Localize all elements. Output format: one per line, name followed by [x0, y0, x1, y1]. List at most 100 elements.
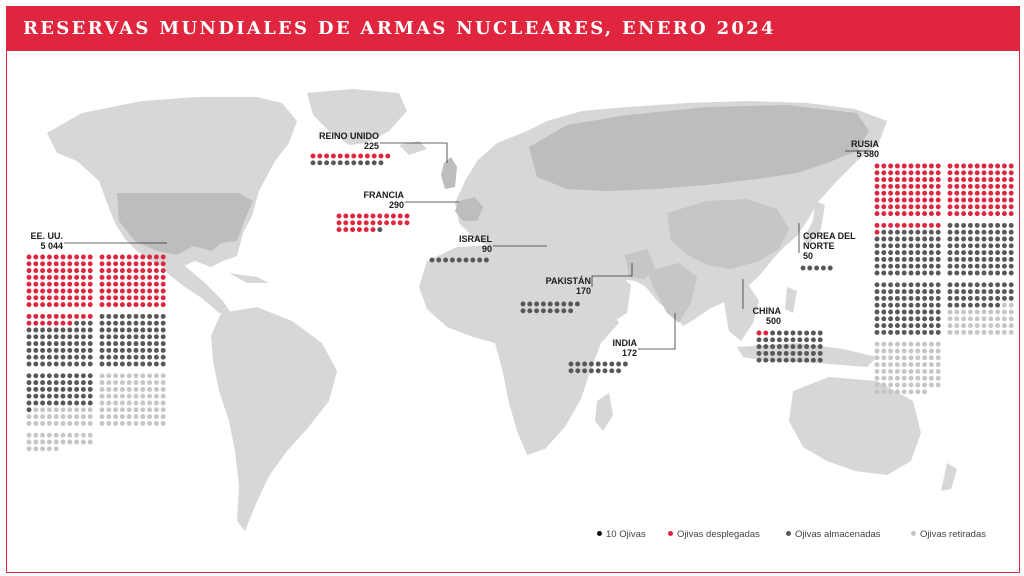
warhead-dot-stored: [770, 344, 776, 350]
warhead-dot-stored: [947, 229, 953, 235]
warhead-dot-retired: [40, 439, 46, 445]
warhead-dot-retired: [894, 362, 900, 368]
warhead-dot-stored: [140, 341, 146, 347]
warhead-dot-stored: [901, 329, 907, 335]
warhead-dot-stored: [770, 330, 776, 336]
warhead-dot-deployed: [153, 274, 159, 280]
warhead-dot-deployed: [106, 295, 112, 301]
leader-lines: [64, 142, 873, 350]
warhead-dot-retired: [1008, 316, 1014, 322]
warhead-dot-stored: [935, 302, 941, 308]
warhead-dot-deployed: [26, 320, 32, 326]
warhead-dot-retired: [67, 432, 73, 438]
warhead-dot-stored: [160, 327, 166, 333]
warhead-dot-stored: [935, 329, 941, 335]
warhead-dot-stored: [922, 243, 928, 249]
warhead-dot-deployed: [80, 281, 86, 287]
warhead-dot-stored: [961, 222, 967, 228]
warhead-dot-stored: [1001, 236, 1007, 242]
warhead-dot-retired: [881, 348, 887, 354]
warhead-dot-stored: [935, 243, 941, 249]
warhead-dot-deployed: [947, 197, 953, 203]
warhead-dot-stored: [915, 250, 921, 256]
warhead-dot-deployed: [67, 288, 73, 294]
warhead-dot-retired: [113, 420, 119, 426]
warhead-dot-deployed: [126, 261, 132, 267]
warhead-dot-deployed: [995, 163, 1001, 169]
warhead-dot-stored: [582, 368, 588, 374]
warhead-dot-stored: [26, 327, 32, 333]
warhead-dot-stored: [26, 373, 32, 379]
warhead-dot-stored: [53, 400, 59, 406]
warhead-dot-stored: [575, 361, 581, 367]
warhead-dot-retired: [126, 393, 132, 399]
warhead-dot-stored: [763, 344, 769, 350]
warhead-dot-deployed: [324, 153, 330, 159]
warhead-dot-stored: [995, 302, 1001, 308]
warhead-dot-stored: [901, 250, 907, 256]
warhead-dot-deployed: [947, 204, 953, 210]
warhead-dot-stored: [922, 329, 928, 335]
warhead-dot-deployed: [33, 288, 39, 294]
warhead-dot-retired: [119, 414, 125, 420]
warhead-dot-stored: [908, 263, 914, 269]
warhead-dot-stored: [881, 329, 887, 335]
warhead-dot-deployed: [888, 190, 894, 196]
warhead-dot-deployed: [922, 170, 928, 176]
warhead-dot-stored: [337, 160, 343, 166]
warhead-dot-deployed: [908, 170, 914, 176]
warhead-dot-retired: [888, 348, 894, 354]
warhead-dot-stored: [60, 400, 66, 406]
warhead-dot-stored: [534, 301, 540, 307]
warhead-dot-deployed: [894, 211, 900, 217]
warhead-dot-stored: [763, 350, 769, 356]
warhead-dot-deployed: [126, 281, 132, 287]
warhead-dot-stored: [113, 341, 119, 347]
total-label-china: 500: [766, 316, 781, 326]
warhead-dot-stored: [74, 380, 80, 386]
warhead-dot-retired: [922, 375, 928, 381]
landmass-usa: [117, 193, 253, 255]
warhead-dot-stored: [981, 256, 987, 262]
warhead-dot-retired: [901, 382, 907, 388]
warhead-dot-deployed: [928, 163, 934, 169]
warhead-dot-deployed: [40, 261, 46, 267]
warhead-dot-deployed: [901, 197, 907, 203]
warhead-dot-deployed: [981, 197, 987, 203]
warhead-dot-retired: [60, 420, 66, 426]
warhead-dot-deployed: [961, 163, 967, 169]
country-name-china: CHINA: [753, 306, 782, 316]
warhead-dot-deployed: [981, 204, 987, 210]
warhead-dot-retired: [99, 373, 105, 379]
warhead-dot-stored: [153, 361, 159, 367]
warhead-dot-stored: [922, 250, 928, 256]
warhead-dot-stored: [894, 289, 900, 295]
warhead-dot-stored: [483, 257, 489, 263]
warhead-dot-deployed: [988, 204, 994, 210]
warhead-dot-deployed: [915, 204, 921, 210]
warhead-dot-retired: [954, 323, 960, 329]
warhead-dot-stored: [881, 309, 887, 315]
warhead-dot-retired: [106, 393, 112, 399]
warhead-dot-retired: [901, 362, 907, 368]
warhead-dot-stored: [881, 323, 887, 329]
warhead-dot-stored: [67, 393, 73, 399]
warhead-dot-retired: [147, 386, 153, 392]
warhead-dot-stored: [776, 350, 782, 356]
warhead-dot-deployed: [106, 274, 112, 280]
warhead-dot-stored: [609, 368, 615, 374]
warhead-dot-retired: [133, 414, 139, 420]
landmass-pakistan: [625, 249, 655, 279]
warhead-dot-stored: [981, 295, 987, 301]
warhead-dot-stored: [928, 316, 934, 322]
warhead-dot-deployed: [974, 211, 980, 217]
warhead-dot-retired: [894, 341, 900, 347]
warhead-dot-deployed: [756, 330, 762, 336]
warhead-dot-stored: [140, 327, 146, 333]
warhead-dot-stored: [974, 243, 980, 249]
warhead-dot-stored: [881, 263, 887, 269]
warhead-dot-retired: [954, 316, 960, 322]
warhead-dot-deployed: [53, 254, 59, 260]
warhead-dot-stored: [140, 320, 146, 326]
warhead-dot-stored: [901, 263, 907, 269]
